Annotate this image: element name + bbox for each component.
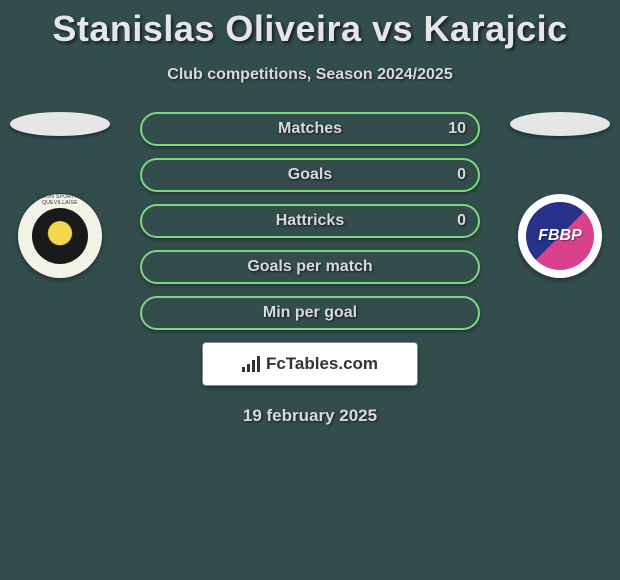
date-text: 19 february 2025 xyxy=(0,406,620,426)
stat-label: Hattricks xyxy=(276,212,344,230)
stat-row-goals: Goals 0 xyxy=(140,158,480,192)
player-right-pill xyxy=(510,112,610,136)
player-left-pill xyxy=(10,112,110,136)
stat-row-min-per-goal: Min per goal xyxy=(140,296,480,330)
stat-value-right: 0 xyxy=(457,166,466,184)
brand-box[interactable]: FcTables.com xyxy=(202,342,418,386)
stat-label: Min per goal xyxy=(263,304,357,322)
stats-list: Matches 10 Goals 0 Hattricks 0 Goals per… xyxy=(140,112,480,330)
stat-label: Goals xyxy=(288,166,332,184)
club-logo-left xyxy=(18,194,102,278)
club-logo-left-inner xyxy=(32,208,88,264)
subtitle: Club competitions, Season 2024/2025 xyxy=(0,66,620,84)
stat-row-hattricks: Hattricks 0 xyxy=(140,204,480,238)
stat-row-goals-per-match: Goals per match xyxy=(140,250,480,284)
club-logo-right-inner xyxy=(526,202,594,270)
page-title: Stanislas Oliveira vs Karajcic xyxy=(0,0,620,50)
club-logo-right xyxy=(518,194,602,278)
bars-icon xyxy=(242,356,260,372)
stat-value-right: 10 xyxy=(448,120,466,138)
stat-label: Matches xyxy=(278,120,342,138)
stat-row-matches: Matches 10 xyxy=(140,112,480,146)
stat-value-right: 0 xyxy=(457,212,466,230)
brand-text: FcTables.com xyxy=(266,354,378,374)
comparison-panel: Matches 10 Goals 0 Hattricks 0 Goals per… xyxy=(0,112,620,426)
stat-label: Goals per match xyxy=(247,258,372,276)
